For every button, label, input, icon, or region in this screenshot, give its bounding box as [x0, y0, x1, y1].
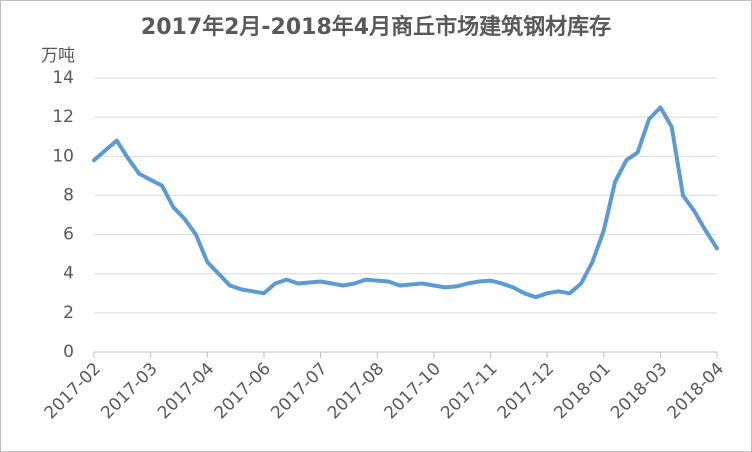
y-axis-label: 万吨: [41, 46, 75, 66]
y-tick-label: 8: [63, 185, 74, 205]
y-tick-label: 0: [63, 342, 74, 362]
y-tick-label: 12: [52, 107, 74, 127]
y-tick-label: 2: [63, 303, 74, 323]
y-tick-label: 4: [63, 264, 74, 284]
chart-title: 2017年2月-2018年4月商丘市场建筑钢材库存: [141, 14, 611, 40]
series-line: [92, 105, 719, 300]
y-tick-label: 10: [52, 146, 74, 166]
y-tick-label: 14: [52, 68, 74, 88]
y-tick-label: 6: [63, 225, 74, 245]
